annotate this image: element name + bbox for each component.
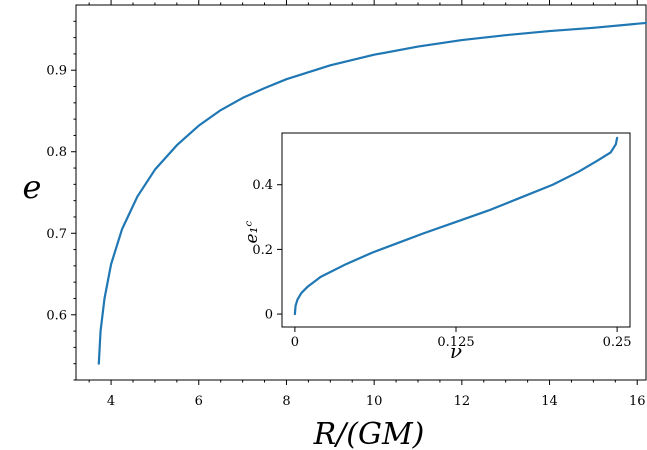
x-tick-label: 0.25 (603, 335, 632, 350)
y-tick-label: 0.7 (46, 227, 67, 242)
main-series-line (97, 21, 647, 365)
x-tick-label: 0.125 (437, 335, 474, 350)
main-x-axis-label: R/(GM) (313, 417, 425, 450)
x-tick-label: 4 (107, 394, 115, 409)
main-ticks: 4 6 8 10 12 14 16 0.6 0.7 0.8 0.9 (46, 0, 646, 409)
inset-y-axis-label: e₁ᶜ (242, 221, 262, 244)
x-tick-label: 8 (282, 394, 290, 409)
x-tick-label: 16 (629, 394, 646, 409)
y-tick-label: 0.2 (252, 243, 273, 258)
main-y-axis-label: e (23, 168, 42, 206)
inset-x-axis-label: ν (450, 339, 462, 363)
y-tick-label: 0 (265, 308, 273, 323)
x-tick-label: 10 (366, 394, 383, 409)
y-tick-label: 0.6 (46, 308, 67, 323)
y-tick-label: 0.4 (252, 178, 273, 193)
inset-ticks: 0 0.125 0.25 0 0.2 0.4 (252, 178, 631, 350)
x-tick-label: 12 (454, 394, 471, 409)
inset-background (282, 133, 630, 327)
inset-series-line (293, 136, 619, 316)
y-tick-label: 0.9 (46, 64, 67, 79)
main-plot-frame (75, 4, 647, 381)
x-tick-label: 14 (541, 394, 558, 409)
x-tick-label: 0 (291, 335, 299, 350)
y-tick-label: 0.8 (46, 145, 67, 160)
x-tick-label: 6 (195, 394, 203, 409)
